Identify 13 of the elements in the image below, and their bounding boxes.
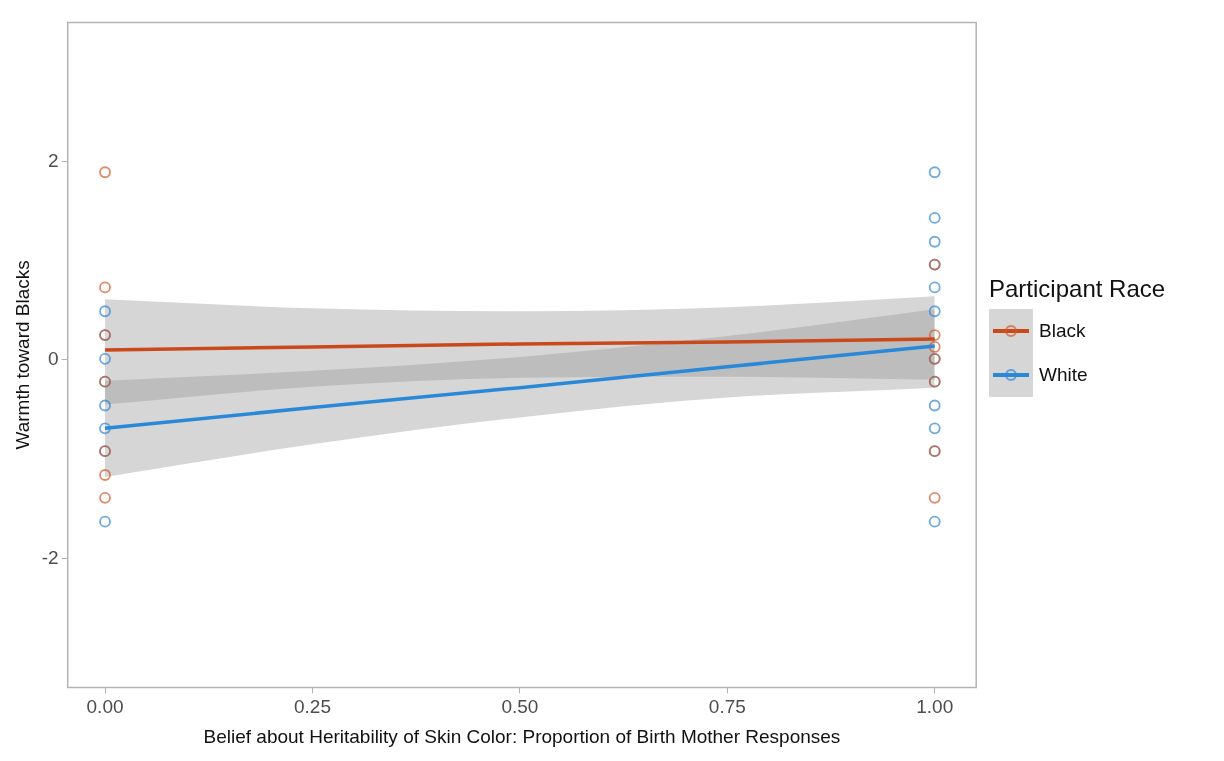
x-tick-label: 0.50 [501,696,539,718]
y-tick-label: 2 [48,149,59,171]
legend-label: White [1039,363,1088,386]
y-tick-label: -2 [41,546,59,568]
y-tick-label: 0 [48,348,59,370]
x-tick-label: 0.75 [708,696,746,718]
legend-label: Black [1039,319,1086,342]
x-tick-label: 0.00 [86,696,124,718]
x-tick-label: 1.00 [916,696,954,718]
legend-title: Participant Race [989,274,1166,303]
x-axis-title: Belief about Heritability of Skin Color: Proportion of Birth Mother Responses [203,725,841,747]
y-axis-title: Warmth toward Blacks [11,260,33,450]
x-tick-label: 0.25 [293,696,331,718]
